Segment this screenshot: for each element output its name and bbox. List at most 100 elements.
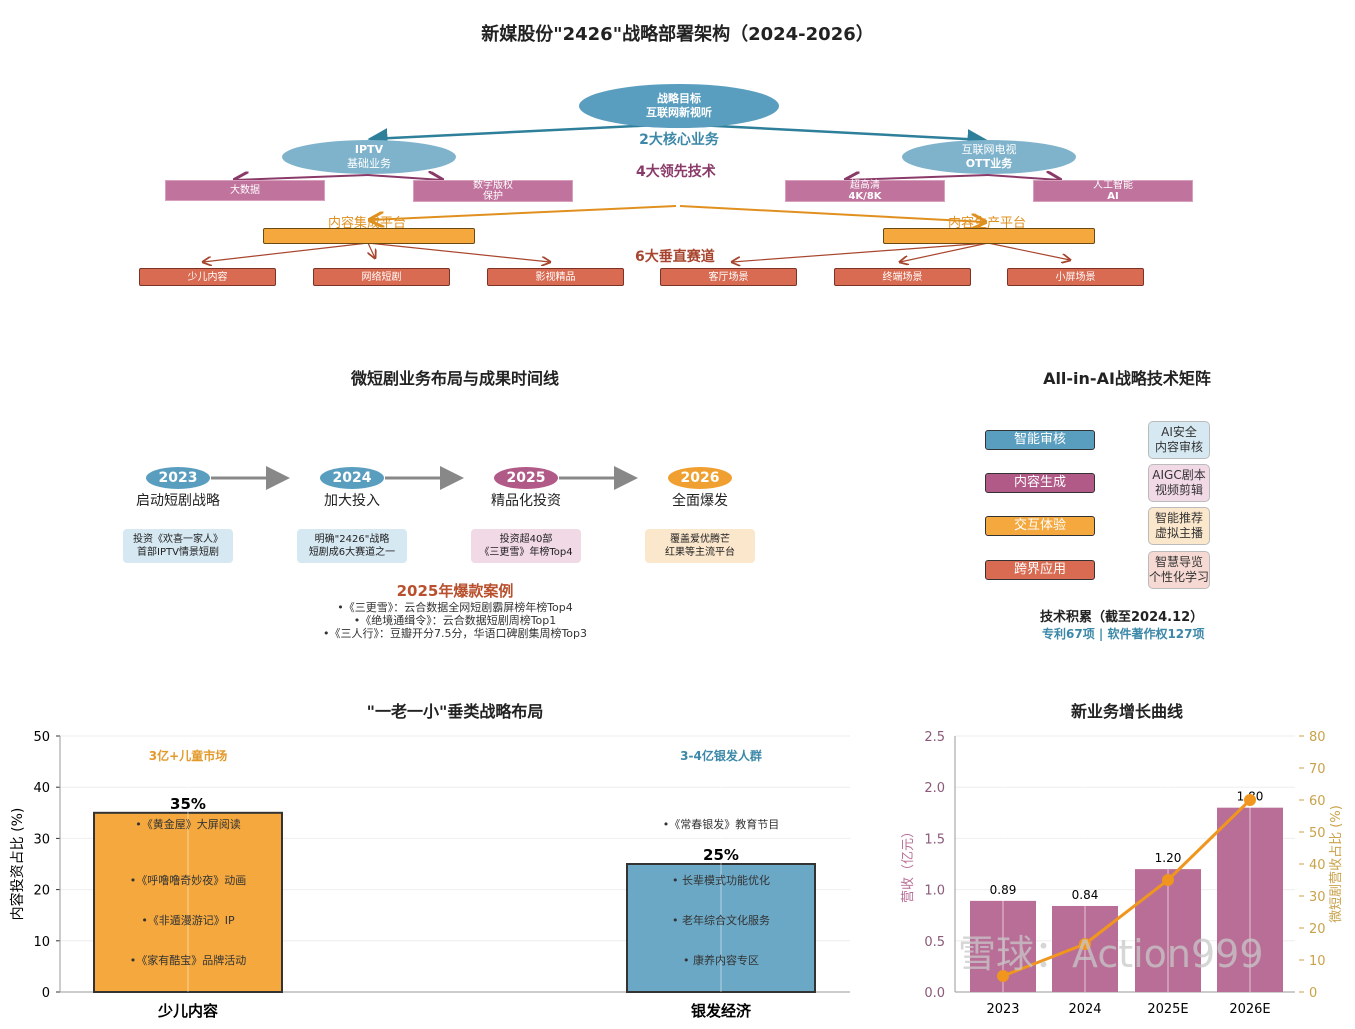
iptv-node: IPTV 基础业务: [282, 140, 456, 174]
accum-detail: 专利67项 | 软件著作权127项: [1042, 627, 1205, 641]
y-right-axis-label: 微短剧营收占比 (%): [1329, 805, 1344, 923]
x-tick-label: 少儿内容: [157, 1002, 218, 1020]
ai-category: 跨界应用: [985, 560, 1095, 580]
milestone-card: 投资《欢喜一家人》 首部IPTV情景短剧: [123, 529, 233, 563]
ai-category: 智能审核: [985, 430, 1095, 450]
annotation-item: •《非遁漫游记》IP: [141, 913, 235, 927]
platform-right-label: 内容生产平台: [948, 216, 1027, 231]
core-business-label: 2大核心业务: [639, 132, 719, 148]
chart1-title: "一老一小"垂类战略布局: [366, 702, 544, 721]
value-label: 25%: [703, 846, 739, 864]
y-tick-label: 30: [33, 832, 50, 847]
chart2-title: 新业务增长曲线: [1070, 702, 1183, 721]
value-label: 0.89: [990, 883, 1017, 897]
y-left-tick-label: 1.0: [924, 884, 945, 899]
y-left-tick-label: 0.5: [924, 935, 945, 950]
strategic-goal-node: 战略目标 互联网新视听: [579, 84, 779, 128]
milestone-card: 投资超40部 《三更雪》年榜Top4: [471, 529, 581, 563]
ai-detail-card: 智能推荐 虚拟主播: [1148, 507, 1210, 545]
milestone-card: 明确"2426"战略 短剧成6大赛道之一: [297, 529, 407, 563]
value-label: 0.84: [1072, 888, 1099, 902]
ai-detail-card: 智慧导览 个性化学习: [1148, 551, 1210, 589]
y-left-tick-label: 1.5: [924, 832, 945, 847]
ott-node: 互联网电视 OTT业务: [902, 140, 1076, 174]
tech-node: 超高清 4K/8K: [785, 180, 945, 202]
tracks-label: 6大垂直赛道: [635, 249, 715, 265]
track-node: 小屏场景: [1007, 268, 1144, 286]
cases-title: 2025年爆款案例: [396, 582, 514, 600]
ai-detail-card: AI安全 内容审核: [1148, 421, 1210, 459]
y-right-tick-label: 50: [1309, 826, 1326, 841]
case-item: •《三更雪》：云合数据全网短剧霸屏榜年榜Top4: [337, 601, 573, 614]
track-node: 影视精品: [487, 268, 624, 286]
y-right-tick-label: 80: [1309, 730, 1326, 745]
value-label: 35%: [170, 795, 206, 813]
track-node: 少儿内容: [139, 268, 276, 286]
y-left-axis-label: 营收（亿元）: [901, 825, 916, 903]
y-right-tick-label: 70: [1309, 762, 1326, 777]
y-right-tick-label: 20: [1309, 922, 1326, 937]
milestone-label: 全面爆发: [672, 493, 728, 509]
ai-category: 交互体验: [985, 516, 1095, 536]
milestone-label: 启动短剧战略: [136, 493, 220, 509]
case-item: •《绝境通缉令》：云合数据短剧周榜Top1: [353, 614, 557, 627]
track-node: 客厅场景: [660, 268, 797, 286]
page-title: 新媒股份"2426"战略部署架构（2024-2026）: [481, 24, 874, 45]
milestone-card: 覆盖爱优腾芒 红果等主流平台: [645, 529, 755, 563]
y-right-tick-label: 10: [1309, 954, 1326, 969]
y-left-tick-label: 2.5: [924, 730, 945, 745]
tech-node: 人工智能 AI: [1033, 180, 1193, 202]
goal-line2: 互联网新视听: [646, 106, 712, 119]
timeline-title: 微短剧业务布局与成果时间线: [350, 369, 559, 388]
share-point: [1162, 874, 1174, 886]
share-point: [997, 970, 1009, 982]
year-badge: 2026: [668, 467, 732, 489]
x-tick-label: 2024: [1068, 1002, 1101, 1017]
year-badge: 2023: [146, 467, 210, 489]
y-left-tick-label: 0.0: [924, 986, 945, 1001]
y-right-tick-label: 0: [1309, 986, 1317, 1001]
y-right-tick-label: 40: [1309, 858, 1326, 873]
milestone-label: 精品化投资: [491, 493, 561, 509]
iptv-line2: 基础业务: [347, 157, 391, 170]
track-node: 终端场景: [834, 268, 971, 286]
y-tick-label: 10: [33, 935, 50, 950]
architecture-connectors: [0, 122, 1355, 300]
value-label: 1.20: [1155, 851, 1182, 865]
platform-left-label: 内容集成平台: [328, 216, 407, 231]
track-node: 网络短剧: [313, 268, 450, 286]
annotation-item: •《呼噜噜奇妙夜》动画: [130, 873, 247, 887]
x-tick-label: 2026E: [1229, 1002, 1270, 1017]
case-item: •《三人行》：豆瓣开分7.5分，华语口碑剧集周榜Top3: [322, 627, 588, 640]
annotation-item: •《常春银发》教育节目: [663, 817, 780, 831]
tech-label: 4大领先技术: [636, 164, 716, 180]
annotation-item: • 长辈模式功能优化: [672, 873, 770, 887]
y-tick-label: 50: [33, 730, 50, 745]
ai-matrix-title: All-in-AI战略技术矩阵: [1043, 369, 1211, 388]
x-tick-label: 银发经济: [691, 1002, 752, 1020]
milestone-label: 加大投入: [324, 493, 380, 509]
watermark: 雪球：Action999: [958, 932, 1264, 976]
share-point: [1079, 938, 1091, 950]
annotation-item: •《黄金屋》大屏阅读: [135, 817, 241, 831]
y-right-tick-label: 60: [1309, 794, 1326, 809]
y-right-tick-label: 30: [1309, 890, 1326, 905]
annotation-header: 3亿+儿童市场: [149, 748, 227, 763]
y-left-tick-label: 2.0: [924, 781, 945, 796]
x-tick-label: 2023: [986, 1002, 1019, 1017]
annotation-item: •《家有酷宝》品牌活动: [130, 953, 247, 967]
x-tick-label: 2025E: [1147, 1002, 1188, 1017]
share-line: [1002, 798, 1252, 978]
ott-line1: 互联网电视: [961, 143, 1017, 156]
y-axis-label: 内容投资占比 (%): [9, 808, 26, 921]
tech-node: 大数据: [165, 180, 325, 201]
ott-line2: OTT业务: [965, 157, 1013, 170]
annotation-item: • 康养内容专区: [683, 953, 759, 967]
annotation-header: 3-4亿银发人群: [680, 748, 762, 763]
year-badge: 2024: [320, 467, 384, 489]
ai-category: 内容生成: [985, 473, 1095, 493]
goal-line1: 战略目标: [657, 92, 701, 105]
accum-title: 技术积累（截至2024.12）: [1040, 610, 1204, 625]
